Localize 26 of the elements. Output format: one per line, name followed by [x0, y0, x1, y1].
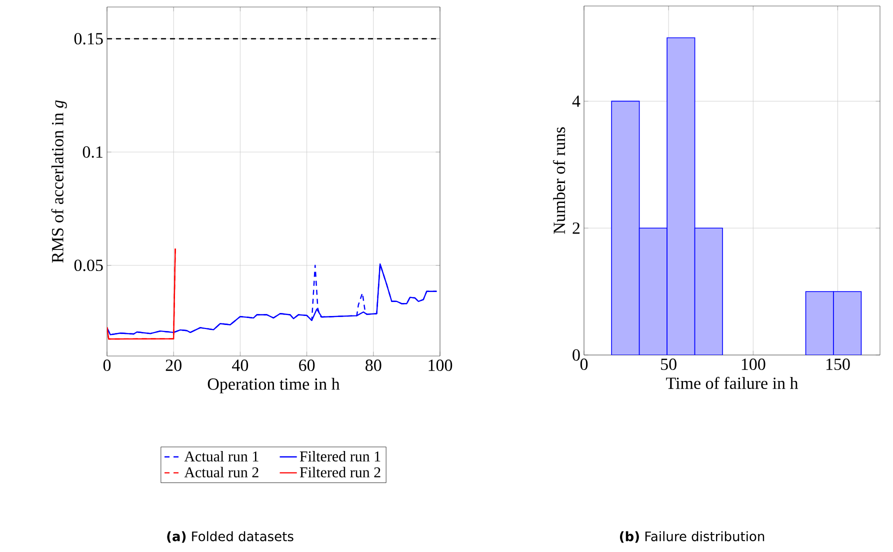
- legend-label: Filtered run 1: [300, 450, 380, 462]
- x-tick-label: 20: [166, 360, 182, 372]
- legend-label: Actual run 2: [184, 466, 258, 478]
- legend-label: Actual run 1: [184, 450, 258, 462]
- legend-label: Filtered run 2: [300, 466, 380, 478]
- y-tick-label: 0.05: [74, 260, 103, 272]
- y-tick-label: 2: [572, 222, 580, 234]
- y-axis-title: Number of runs: [552, 127, 566, 234]
- y-tick-label: 4: [572, 96, 580, 107]
- y-tick-label: 0.15: [74, 32, 103, 44]
- x-tick-label: 100: [742, 358, 766, 370]
- y-axis-title: RMS of accerlation in g: [51, 100, 67, 263]
- y-tick-label: 0.1: [82, 146, 102, 158]
- y-tick-label: 0: [572, 349, 580, 361]
- x-tick-label: 0: [103, 360, 111, 372]
- x-tick-label: 150: [826, 358, 850, 370]
- x-tick-label: 50: [661, 358, 676, 370]
- x-tick-label: 100: [428, 360, 452, 372]
- x-tick-label: 0: [580, 358, 588, 370]
- text: (a) Folded datasets: [167, 531, 294, 543]
- x-tick-label: 60: [299, 360, 315, 372]
- x-tick-label: 80: [366, 360, 382, 372]
- text: (b) Failure distribution: [620, 531, 764, 543]
- x-axis-title: Operation time in h: [208, 378, 340, 394]
- x-tick-label: 40: [232, 360, 248, 372]
- x-axis-title: Time of failure in h: [666, 376, 798, 390]
